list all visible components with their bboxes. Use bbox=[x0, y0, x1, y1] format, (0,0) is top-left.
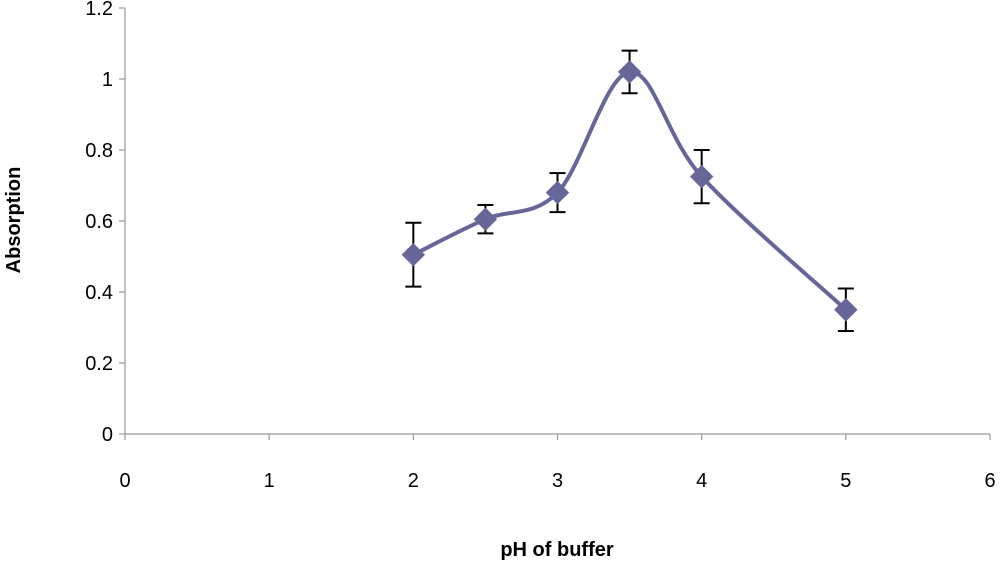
x-tick-label: 2 bbox=[408, 470, 419, 492]
data-point-marker bbox=[401, 243, 426, 267]
series-line bbox=[412, 69, 848, 312]
x-tick-label: 4 bbox=[696, 470, 707, 492]
data-point-marker bbox=[689, 164, 714, 189]
data-point-marker bbox=[545, 180, 570, 205]
data-point-marker bbox=[834, 298, 858, 322]
x-tick-label: 3 bbox=[552, 470, 563, 492]
x-axis-title: pH of buffer bbox=[500, 539, 614, 561]
y-tick-label: 1 bbox=[102, 69, 113, 91]
x-tick-label: 0 bbox=[119, 470, 130, 492]
y-tick-label: 0.4 bbox=[85, 282, 113, 304]
y-tick-label: 0.8 bbox=[85, 140, 113, 162]
x-tick-label: 6 bbox=[984, 470, 995, 492]
y-tick-label: 0.2 bbox=[85, 353, 113, 375]
y-axis-title: Absorption bbox=[3, 167, 25, 274]
series bbox=[401, 49, 858, 333]
y-tick-label: 1.2 bbox=[85, 0, 113, 20]
x-tick-label: 5 bbox=[840, 470, 851, 492]
data-point-marker bbox=[473, 207, 498, 231]
x-axis: 0 1 2 3 4 5 6 bbox=[119, 433, 996, 492]
y-axis: 0 0.2 0.4 0.6 0.8 1 1.2 bbox=[85, 0, 126, 446]
data-point-marker bbox=[617, 60, 642, 84]
y-tick-label: 0 bbox=[102, 424, 113, 446]
x-tick-label: 1 bbox=[264, 470, 275, 492]
y-tick-label: 0.6 bbox=[85, 211, 113, 233]
